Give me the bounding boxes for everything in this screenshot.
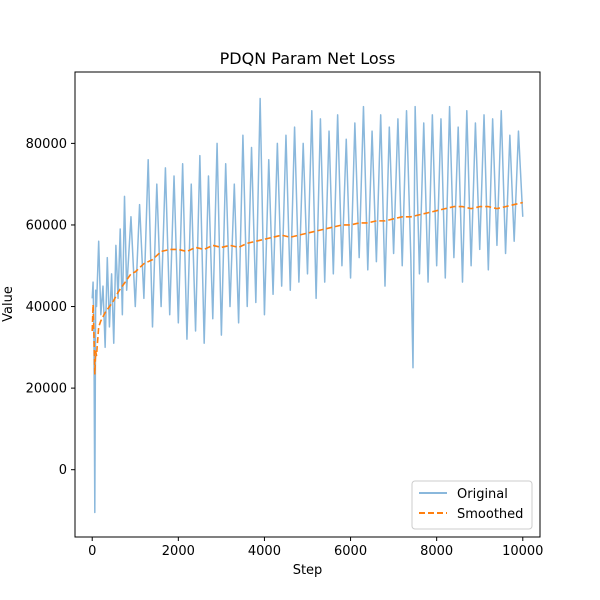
series-layer — [91, 97, 524, 514]
y-axis-label: Value — [1, 286, 16, 322]
chart-title: PDQN Param Net Loss — [220, 49, 396, 68]
x-tick-label: 4000 — [248, 544, 281, 559]
x-tick-label: 6000 — [334, 544, 367, 559]
legend-label-original: Original — [457, 487, 508, 502]
legend: Original Smoothed — [411, 480, 533, 530]
plot-area — [74, 71, 541, 538]
x-tick-label: 0 — [88, 544, 96, 559]
legend-label-smoothed: Smoothed — [457, 507, 523, 522]
series-line-smoothed — [91, 201, 523, 375]
x-tick-label: 8000 — [420, 544, 453, 559]
y-tick-label: 40000 — [26, 300, 67, 315]
x-axis: 0 2000 4000 6000 8000 10000 — [88, 537, 543, 559]
x-tick-label: 2000 — [162, 544, 195, 559]
y-tick-label: 60000 — [26, 218, 67, 233]
y-tick-label: 80000 — [26, 137, 67, 152]
x-tick-label: 10000 — [502, 544, 543, 559]
plot-frame — [74, 71, 541, 538]
y-axis: 0 20000 40000 60000 80000 — [26, 137, 75, 478]
y-tick-label: 0 — [59, 463, 67, 478]
y-tick-label: 20000 — [26, 382, 67, 397]
series-line-original — [91, 97, 524, 514]
x-axis-label: Step — [293, 563, 323, 578]
